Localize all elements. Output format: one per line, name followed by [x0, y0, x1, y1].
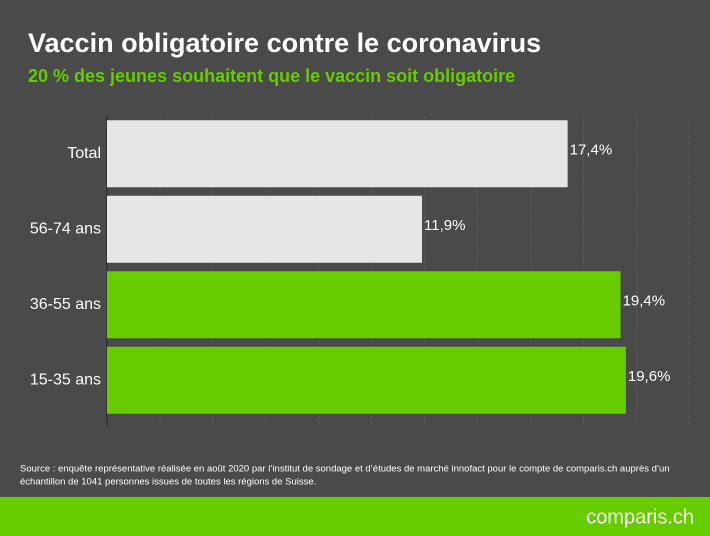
- source: échantillon de 1041 personnes issues de …: [20, 477, 316, 488]
- chart-subtitle: 20 % des jeunes souhaitent que le vaccin…: [28, 66, 515, 86]
- y-tick-label: Total: [67, 145, 101, 162]
- logo: comparis.ch: [586, 506, 694, 528]
- bar: [107, 195, 423, 263]
- value-label: 19,6%: [628, 368, 671, 385]
- y-tick-label: 36-55 ans: [30, 296, 101, 313]
- bar: [107, 346, 626, 414]
- y-tick-label: 56-74 ans: [30, 220, 101, 237]
- footer-bar: [0, 497, 710, 536]
- bar: [107, 120, 568, 188]
- value-label: 17,4%: [570, 142, 613, 159]
- source: Source : enquête représentative réalisée…: [20, 464, 670, 475]
- bar: [107, 271, 621, 339]
- y-tick-label: 15-35 ans: [30, 371, 101, 388]
- value-label: 19,4%: [623, 293, 666, 310]
- value-label: 11,9%: [424, 217, 465, 234]
- chart-title: Vaccin obligatoire contre le coronavirus: [28, 28, 541, 58]
